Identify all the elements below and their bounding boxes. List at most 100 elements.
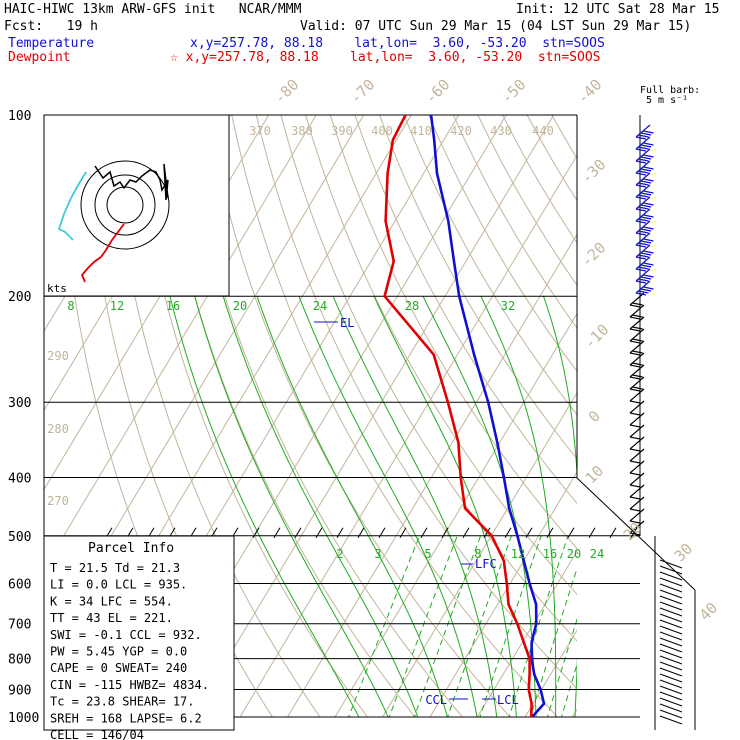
wind-barb-flag [632, 338, 643, 342]
isobar-tick [252, 527, 260, 539]
parcel-info-row: SWI = -0.1 CCL = 932. [50, 628, 202, 642]
temperature-point [472, 353, 476, 356]
wind-barb-lower [659, 625, 683, 635]
wind-barb-flag [638, 230, 649, 234]
isotherm [571, 708, 577, 717]
wind-barb-flag [638, 254, 649, 258]
wind-barb-flag [629, 460, 641, 464]
wind-barb [635, 172, 651, 186]
dewpoint-point [386, 172, 389, 175]
wind-barb [629, 340, 645, 354]
wind-barb-flag [629, 316, 641, 320]
wind-barb-flag [643, 214, 654, 218]
wind-barb-flag [632, 386, 643, 390]
moist-adiabat [298, 296, 478, 717]
wind-barb [629, 448, 645, 462]
dry-adiabat-label: 430 [490, 124, 512, 138]
wind-barb-lower [659, 667, 683, 677]
wind-barb [629, 508, 645, 522]
moist-adiabat [543, 296, 577, 717]
wind-barb-flag [638, 290, 649, 294]
annotation-ccl: CCL [425, 693, 447, 707]
wind-barb [635, 124, 651, 138]
dry-adiabat [305, 115, 577, 596]
wind-barb-flag [638, 218, 649, 222]
wind-barb-flag [629, 328, 641, 332]
wind-barb-flag [643, 250, 654, 254]
dewpoint-point [392, 260, 395, 263]
wind-barb-flag [640, 192, 652, 196]
wind-barb [635, 196, 651, 210]
wind-barb-lower [659, 583, 683, 593]
dry-adiabat [231, 115, 559, 717]
wind-barb-flag [635, 232, 647, 236]
barb-legend-units: 5 m s⁻¹ [646, 95, 689, 106]
dewpoint-point [505, 582, 508, 585]
mixing-ratio-line [348, 535, 420, 717]
dewpoint-point [490, 534, 493, 537]
wind-barb-flag [643, 238, 654, 242]
temperature-point [542, 702, 546, 705]
mixing-ratio-line [546, 617, 577, 717]
wind-barb [635, 280, 651, 294]
dewpoint-point [522, 640, 525, 643]
wind-barb-lower [659, 637, 683, 647]
wind-barb-flag [640, 252, 652, 256]
pressure-tick-label: 900 [8, 683, 31, 698]
isotherm-label: -80 [271, 76, 303, 108]
isotherm [429, 471, 577, 717]
dry-adiabat-label: 400 [371, 124, 393, 138]
dewpoint-point [530, 702, 533, 705]
isobar-tick [420, 527, 428, 539]
wind-barb [635, 148, 651, 162]
wind-barb [629, 388, 645, 402]
wind-barb-lower [659, 601, 683, 611]
wind-barb [629, 364, 645, 378]
temperature-point [530, 657, 533, 660]
dry-adiabat-label: 280 [47, 422, 69, 436]
dry-adiabat [132, 115, 369, 717]
wind-barb-flag [632, 314, 643, 318]
wind-barb-lower [659, 673, 683, 683]
wind-barb-flag [629, 376, 641, 380]
wind-barb-flag [629, 508, 641, 512]
wind-barb [629, 292, 645, 306]
dewpoint-point [528, 673, 531, 676]
wind-barb-flag [635, 172, 647, 176]
wind-barb-flag [643, 286, 654, 290]
wind-barb-flag [643, 202, 654, 206]
wind-barb-flag [629, 352, 641, 356]
wind-barb-flag [635, 256, 647, 260]
wind-barb [629, 304, 645, 318]
parcel-info-title: Parcel Info [88, 541, 174, 556]
hodograph-trace-low [80, 223, 125, 283]
dewpoint-point [457, 441, 460, 444]
wind-barb-lower [659, 619, 683, 629]
wind-barb-flag [638, 266, 649, 270]
pressure-tick-label: 800 [8, 653, 31, 668]
hodograph-ring [94, 174, 156, 236]
moist-adiabat [222, 296, 419, 717]
isotherm [381, 391, 577, 717]
wind-barb-lower [659, 685, 683, 695]
wind-barb-lower [659, 607, 683, 617]
wind-barb-lower [659, 679, 683, 689]
temperature-point [535, 622, 538, 625]
wind-barb-flag [643, 154, 654, 158]
mixing-ratio-line [529, 567, 577, 717]
dry-adiabat [403, 115, 577, 416]
wind-barb-lower [659, 661, 683, 671]
wind-barb-flag [632, 362, 643, 366]
parcel-info-row: LI = 0.0 LCL = 935. [50, 578, 187, 592]
wind-barb-flag [643, 274, 654, 278]
wind-barb-flag [635, 184, 647, 188]
dewpoint-point [463, 507, 467, 510]
temperature-point [502, 476, 506, 479]
mixing-ratio-label: 16 [543, 547, 557, 561]
mixing-ratio-line [388, 535, 458, 717]
dry-adiabat [280, 115, 577, 642]
isotherm-label: -70 [347, 76, 379, 108]
wind-barb-flag [635, 196, 647, 200]
valid-time: Valid: 07 UTC Sun 29 Mar 15 (04 LST Sun … [300, 19, 692, 34]
model-title: HAIC-HIWC 13km ARW-GFS init NCAR/MMM [4, 2, 302, 17]
